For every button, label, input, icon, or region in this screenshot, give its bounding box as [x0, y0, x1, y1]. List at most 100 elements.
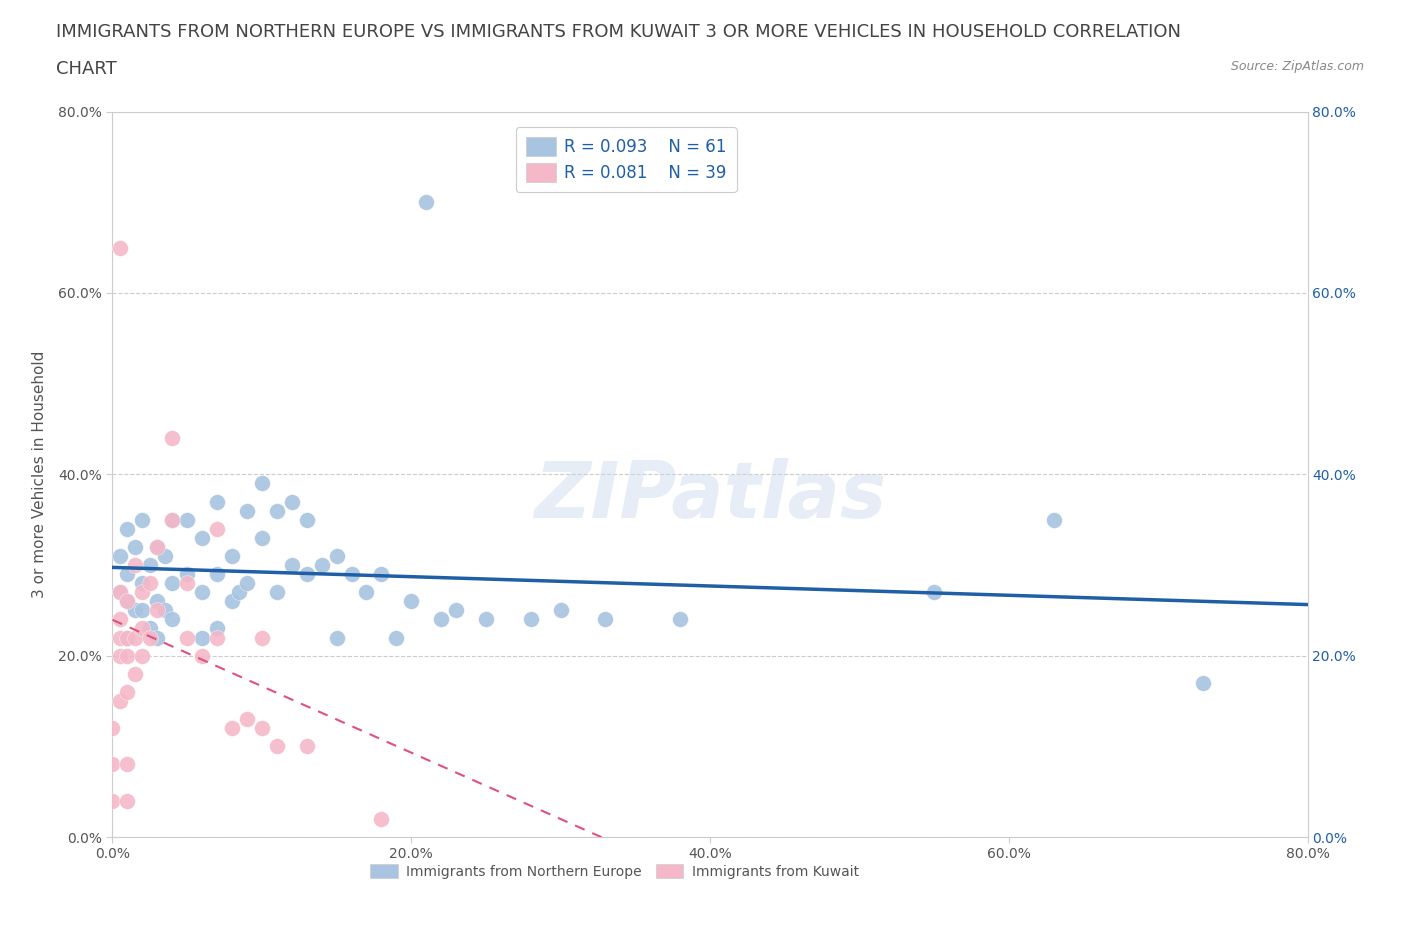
Point — [475, 612, 498, 627]
Point — [117, 631, 139, 645]
Y-axis label: 3 or more Vehicles in Household: 3 or more Vehicles in Household — [32, 351, 46, 598]
Point — [1042, 512, 1064, 527]
Point — [146, 539, 169, 554]
Point — [250, 530, 273, 545]
Point — [356, 585, 378, 600]
Point — [205, 521, 228, 536]
Point — [415, 195, 437, 210]
Point — [124, 558, 146, 573]
Point — [311, 558, 333, 573]
Point — [221, 594, 243, 609]
Point — [124, 603, 146, 618]
Point — [281, 558, 304, 573]
Point — [236, 503, 259, 518]
Point — [146, 631, 169, 645]
Point — [191, 648, 214, 663]
Point — [131, 585, 153, 600]
Point — [117, 684, 139, 699]
Point — [131, 576, 153, 591]
Point — [108, 240, 131, 255]
Point — [162, 576, 183, 591]
Point — [295, 566, 318, 581]
Point — [295, 738, 318, 753]
Point — [131, 621, 153, 636]
Legend: Immigrants from Northern Europe, Immigrants from Kuwait: Immigrants from Northern Europe, Immigra… — [364, 858, 865, 884]
Point — [108, 585, 131, 600]
Point — [117, 757, 139, 772]
Text: Source: ZipAtlas.com: Source: ZipAtlas.com — [1230, 60, 1364, 73]
Point — [101, 757, 124, 772]
Point — [385, 631, 408, 645]
Point — [101, 793, 124, 808]
Point — [108, 694, 131, 709]
Point — [325, 631, 347, 645]
Point — [430, 612, 453, 627]
Point — [124, 539, 146, 554]
Point — [176, 631, 198, 645]
Point — [236, 576, 259, 591]
Point — [205, 494, 228, 509]
Point — [176, 566, 198, 581]
Point — [153, 549, 176, 564]
Point — [281, 494, 304, 509]
Point — [162, 512, 183, 527]
Point — [669, 612, 692, 627]
Point — [922, 585, 945, 600]
Point — [162, 512, 183, 527]
Point — [139, 576, 162, 591]
Point — [139, 558, 162, 573]
Point — [295, 512, 318, 527]
Point — [108, 648, 131, 663]
Point — [146, 539, 169, 554]
Point — [117, 648, 139, 663]
Text: CHART: CHART — [56, 60, 117, 78]
Point — [146, 603, 169, 618]
Point — [191, 585, 214, 600]
Point — [325, 549, 347, 564]
Point — [139, 621, 162, 636]
Point — [131, 603, 153, 618]
Point — [228, 585, 250, 600]
Point — [340, 566, 363, 581]
Point — [236, 711, 259, 726]
Point — [1192, 675, 1215, 690]
Point — [520, 612, 543, 627]
Point — [250, 631, 273, 645]
Point — [176, 576, 198, 591]
Text: IMMIGRANTS FROM NORTHERN EUROPE VS IMMIGRANTS FROM KUWAIT 3 OR MORE VEHICLES IN : IMMIGRANTS FROM NORTHERN EUROPE VS IMMIG… — [56, 23, 1181, 41]
Point — [101, 721, 124, 736]
Point — [401, 594, 423, 609]
Point — [595, 612, 617, 627]
Point — [250, 721, 273, 736]
Point — [117, 594, 139, 609]
Point — [444, 603, 467, 618]
Point — [221, 721, 243, 736]
Point — [117, 793, 139, 808]
Point — [117, 631, 139, 645]
Point — [370, 566, 392, 581]
Point — [370, 811, 392, 827]
Point — [108, 612, 131, 627]
Point — [221, 549, 243, 564]
Point — [266, 503, 288, 518]
Point — [191, 631, 214, 645]
Point — [108, 631, 131, 645]
Point — [117, 566, 139, 581]
Point — [124, 631, 146, 645]
Point — [162, 431, 183, 445]
Point — [266, 738, 288, 753]
Point — [205, 631, 228, 645]
Point — [146, 594, 169, 609]
Point — [117, 521, 139, 536]
Point — [205, 621, 228, 636]
Point — [153, 603, 176, 618]
Point — [176, 512, 198, 527]
Text: ZIPatlas: ZIPatlas — [534, 458, 886, 534]
Point — [205, 566, 228, 581]
Point — [550, 603, 572, 618]
Point — [108, 585, 131, 600]
Point — [162, 612, 183, 627]
Point — [124, 667, 146, 682]
Point — [250, 476, 273, 491]
Point — [191, 530, 214, 545]
